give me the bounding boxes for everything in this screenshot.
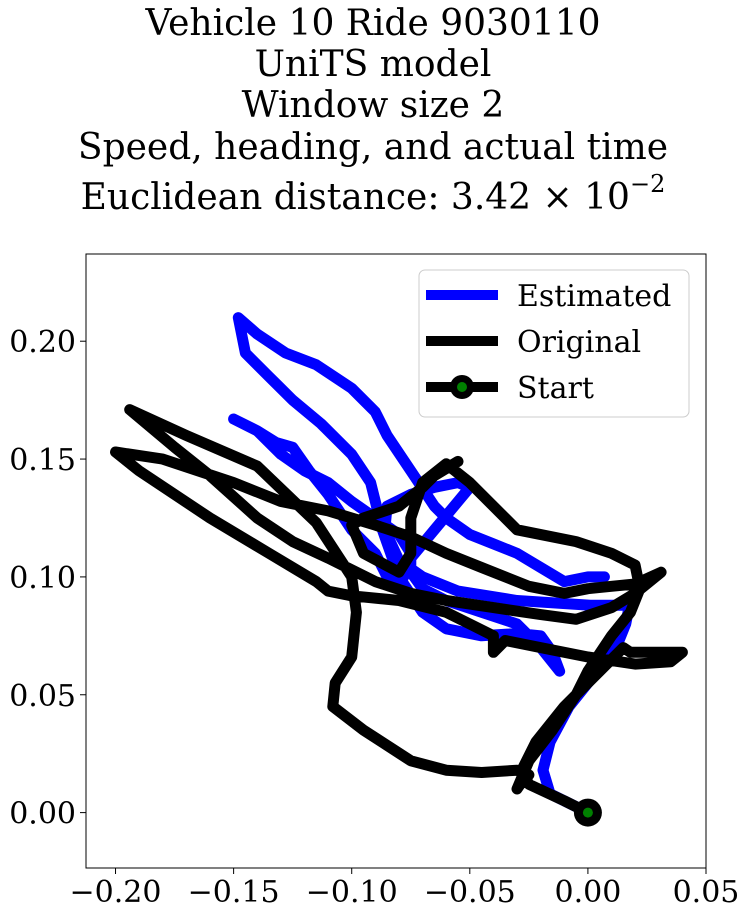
- legend-estimated-label: Estimated: [517, 279, 671, 314]
- x-tick-label: 0.05: [673, 875, 740, 910]
- title-distance-exponent: −2: [629, 170, 666, 198]
- y-tick-label: 0.00: [9, 797, 76, 832]
- y-tick-label: 0.15: [9, 443, 76, 478]
- original-trajectory-line: [110, 404, 688, 819]
- start-marker-inner: [582, 807, 593, 818]
- title-line-window: Window size 2: [241, 85, 505, 126]
- legend: Estimated Original Start: [418, 269, 690, 418]
- title-line-model: UniTS model: [254, 44, 492, 85]
- x-tick-label: −0.10: [306, 875, 398, 910]
- title-line-features: Speed, heading, and actual time: [77, 127, 669, 168]
- legend-box: [418, 269, 690, 418]
- y-tick-label: 0.20: [9, 325, 76, 360]
- series-layer: [110, 312, 688, 827]
- legend-start-marker-inner: [457, 382, 467, 392]
- plot-frame: [85, 253, 707, 869]
- y-tick-label: 0.10: [9, 561, 76, 596]
- x-tick-label: −0.20: [70, 875, 162, 910]
- title-line-distance: Euclidean distance: 3.42 × 10−2: [0, 168, 746, 218]
- title-line-vehicle: Vehicle 10 Ride 9030110: [145, 3, 601, 44]
- y-tick-label: 0.05: [9, 679, 76, 714]
- x-tick-label: 0.00: [555, 875, 622, 910]
- x-tick-label: −0.05: [424, 875, 516, 910]
- legend-start-label: Start: [517, 371, 594, 406]
- legend-original-label: Original: [517, 325, 641, 360]
- axes: −0.20 −0.15 −0.10 −0.05 0.00 0.05 0.00 0.05 0.10…: [9, 325, 739, 910]
- x-tick-label: −0.15: [188, 875, 280, 910]
- title-distance-text: Euclidean distance: 3.42 × 10: [80, 177, 630, 218]
